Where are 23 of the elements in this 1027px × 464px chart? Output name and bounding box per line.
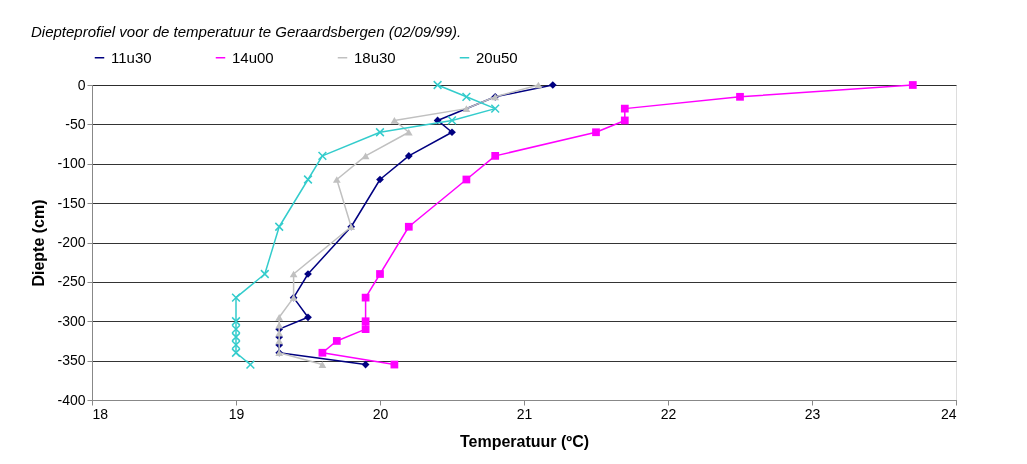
y-tick-label: -100 xyxy=(57,155,86,172)
x-tick-label: 21 xyxy=(516,405,533,422)
y-tick-label: -150 xyxy=(57,194,86,211)
y-tick-label: -50 xyxy=(65,115,86,132)
x-axis-title: Temperatuur (ºC) xyxy=(459,432,590,450)
legend-label: 14u00 xyxy=(232,48,274,66)
y-tick-label: -200 xyxy=(57,234,86,250)
y-tick-label: -250 xyxy=(57,273,86,290)
x-tick-label: 18 xyxy=(92,405,109,422)
y-tick-label: -350 xyxy=(57,352,86,369)
x-tick-label: 22 xyxy=(660,405,677,422)
x-tick-label: 23 xyxy=(804,405,821,422)
legend-label: 11u30 xyxy=(111,48,152,66)
legend-label: 20u50 xyxy=(476,48,518,66)
x-tick-label: 20 xyxy=(372,405,389,422)
y-axis-title: Diepte (cm) xyxy=(30,199,48,287)
y-tick-label: 0 xyxy=(77,76,86,93)
legend-label: 18u30 xyxy=(354,48,396,66)
y-tick-label: -400 xyxy=(57,391,86,408)
chart-title: Diepteprofiel voor de temperatuur te Geraardsbergen (02/09/99). xyxy=(30,23,462,40)
y-tick-label: -300 xyxy=(57,312,86,329)
x-tick-label: 24 xyxy=(940,405,957,422)
x-tick-label: 19 xyxy=(228,405,245,422)
